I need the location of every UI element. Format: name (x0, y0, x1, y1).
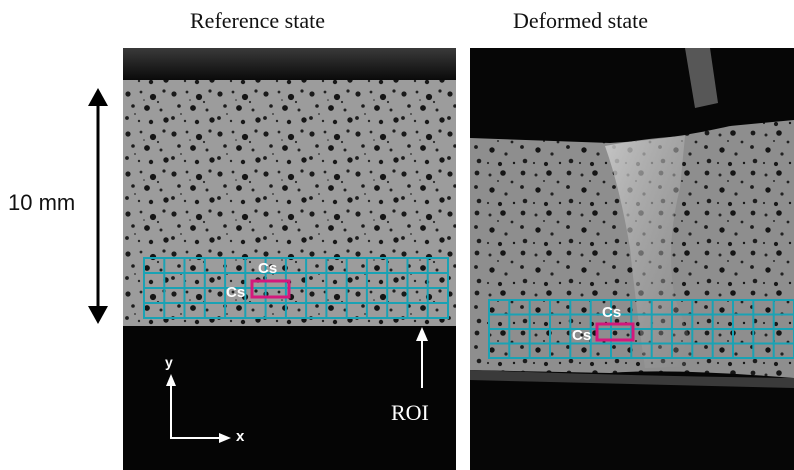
roi-grid-deformed (488, 299, 794, 359)
reference-state-title: Reference state (190, 8, 325, 33)
highlight-subset (250, 279, 291, 299)
roi-label: ROI (391, 400, 429, 425)
scale-label: 10 mm (8, 190, 76, 215)
axes-icon (166, 374, 231, 443)
cs-label-vertical: Cs (258, 260, 278, 277)
deformed-image-panel: Cs Cs (470, 48, 794, 470)
roi-grid (143, 257, 449, 319)
deformed-state-title: Deformed state (513, 8, 648, 33)
reference-image-panel: Cs Cs y x ROI (123, 48, 456, 470)
deformed-specimen-image (470, 48, 794, 470)
axis-x-label: x (236, 428, 245, 445)
cs-label-horizontal-deformed: Cs (572, 327, 592, 344)
reference-specimen-image (123, 48, 456, 470)
cs-label-vertical-deformed: Cs (602, 304, 622, 321)
scale-double-arrow-icon (88, 88, 108, 324)
highlight-subset-deformed (595, 322, 635, 342)
cs-label-horizontal: Cs (226, 284, 246, 301)
roi-arrow-icon (416, 327, 428, 388)
axis-y-label: y (165, 354, 173, 370)
